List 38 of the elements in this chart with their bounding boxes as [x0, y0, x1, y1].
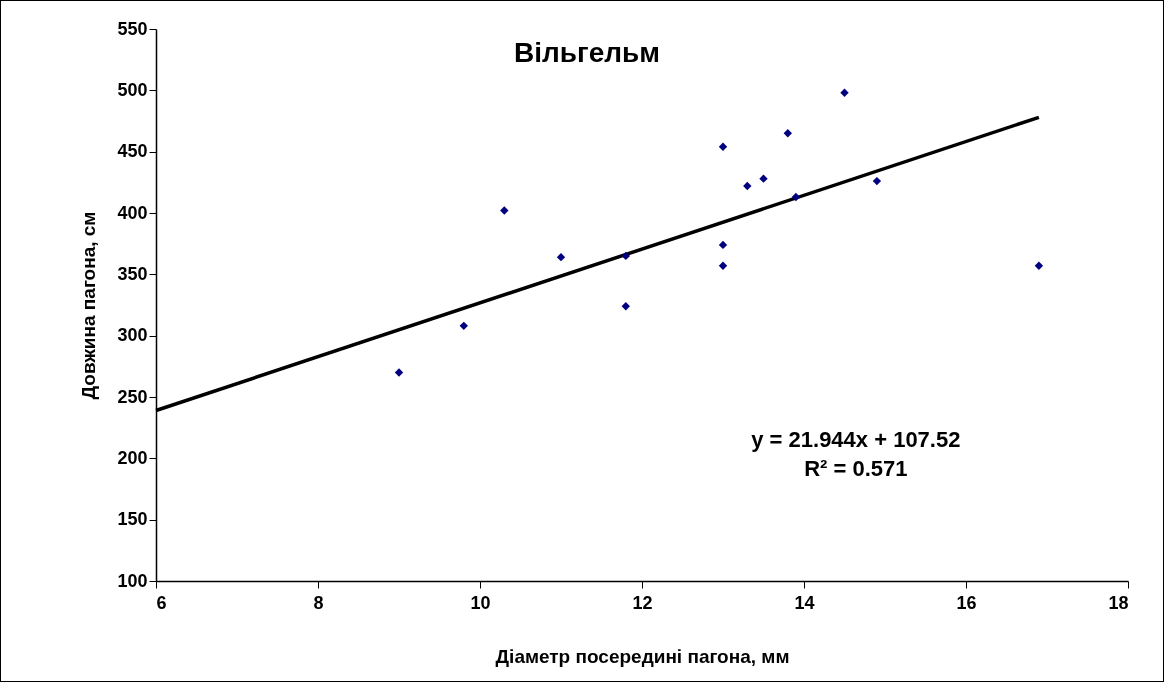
annotation: y = 21.944x + 107.52 [751, 427, 961, 453]
point [500, 206, 509, 215]
y-tick-label: 150 [117, 509, 148, 530]
x-tick-label: 16 [956, 592, 977, 613]
point [621, 302, 630, 311]
point [718, 261, 728, 270]
x-tick-label: 10 [470, 592, 491, 613]
point [718, 142, 728, 151]
point [743, 181, 752, 191]
point [791, 192, 801, 202]
x-axis-title: Діаметр посередині пагона, мм [495, 645, 790, 667]
point [1034, 261, 1044, 270]
y-tick-label: 200 [117, 447, 148, 468]
point [459, 321, 468, 331]
x-tick-label: 14 [794, 592, 815, 613]
y-tick-label: 400 [117, 202, 148, 223]
annotation: R² = 0.571 [804, 456, 908, 482]
point [840, 88, 849, 97]
y-tick-label: 250 [117, 386, 148, 407]
point [872, 176, 882, 186]
y-axis-title: Довжина пагона, см [78, 211, 100, 400]
point [621, 251, 630, 261]
y-tick-label: 550 [117, 18, 148, 39]
x-tick-label: 6 [156, 592, 167, 613]
y-tick-label: 300 [117, 325, 148, 346]
x-tick-label: 8 [313, 592, 324, 613]
point [394, 368, 404, 377]
point [783, 129, 792, 138]
point [718, 240, 728, 250]
chart-title: Вільгельм [514, 37, 660, 68]
x-tick-label: 18 [1108, 592, 1129, 613]
y-tick-label: 500 [117, 79, 148, 100]
y-tick-label: 450 [117, 141, 148, 162]
point [759, 174, 768, 183]
y-tick-label: 100 [117, 570, 148, 591]
x-tick-label: 12 [632, 592, 653, 613]
y-tick-label: 350 [117, 263, 148, 284]
point [556, 252, 566, 262]
